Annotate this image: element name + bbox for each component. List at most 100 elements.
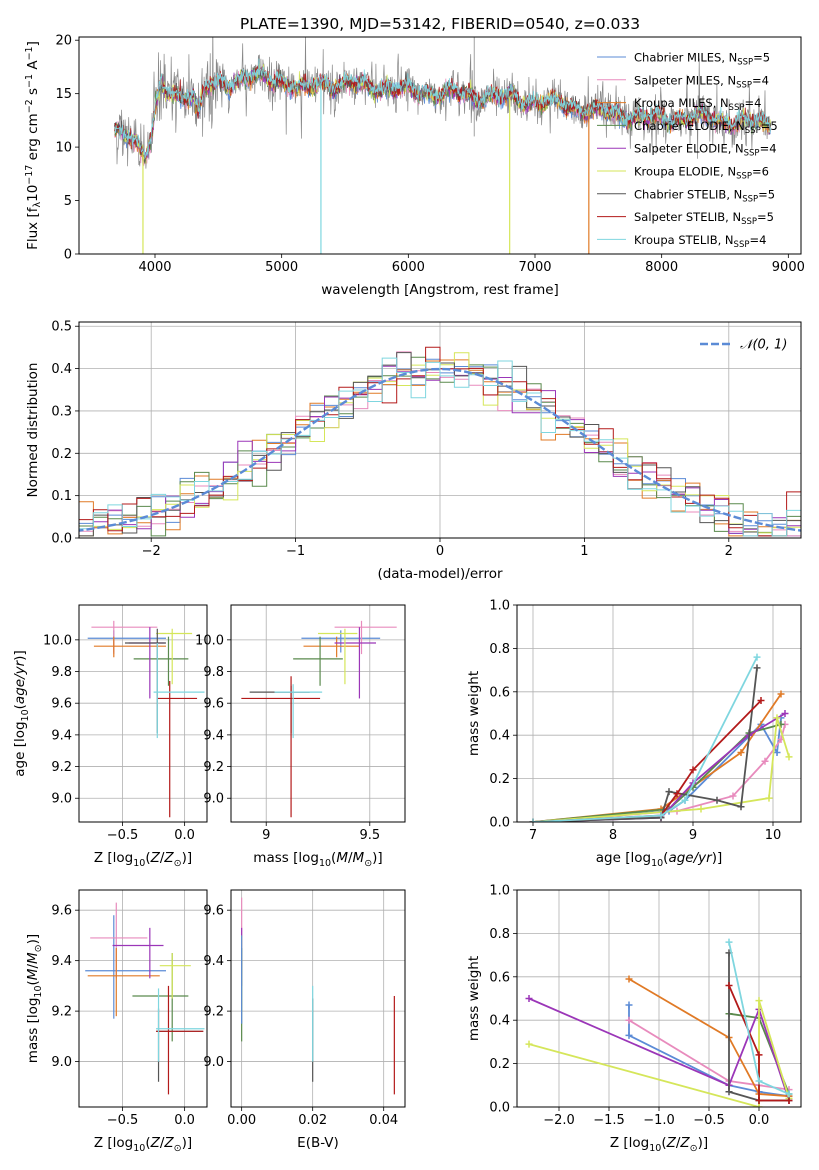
label-part: −1 [24,46,35,60]
x-axis-label: age [log10(age/yr)] [596,850,722,869]
y-tick-label: 10.0 [195,633,224,648]
label-part: ⊙ [364,858,372,869]
label-part: s [25,88,41,99]
label-part: Kroupa ELODIE, N [634,165,736,179]
label-part: )] [25,934,41,945]
y-tick-label: 9.4 [203,728,224,743]
label-part: 10 [133,1143,145,1154]
label-part: Flux [f [25,206,41,250]
weight-point-marker [725,1088,733,1096]
label-part: −2 [24,99,35,113]
label-part: 10 [651,858,663,869]
label-part: =4 [752,73,769,87]
label-part: ( [145,850,150,866]
label-part: Kroupa MILES, N [634,96,729,110]
x-tick-label: 0.02 [298,1113,327,1128]
y-tick-label: 9.6 [51,697,72,712]
label-part: ( [12,704,28,709]
label-part: SSP [734,240,750,250]
x-tick-label: 0.00 [227,1113,256,1128]
weight-point-marker [625,1001,633,1009]
label-part: )] [372,850,383,866]
label-part: )] [12,650,28,661]
y-tick-label: 9.2 [203,760,224,775]
y-tick-label: 1.0 [489,884,510,899]
weight-point-marker [781,710,789,717]
label-part: )] [182,850,193,866]
weight-point-marker [697,805,705,813]
label-part: SSP [741,217,757,227]
label-part: M [25,968,41,980]
y-tick-label: 0.4 [489,1014,510,1029]
label-part: SSP [742,194,758,204]
legend-label: Kroupa STELIB, NSSP=4 [634,233,766,250]
label-part: mass [log [253,850,319,866]
plot-area [241,620,397,818]
x-tick-label: 0.0 [749,1113,770,1128]
x-tick-label: 0.04 [369,1113,398,1128]
x-axis-label: Z [log10(Z/Z⊙)] [94,850,192,869]
weight-series-line [528,997,790,1101]
x-axis-label: mass [log10(M/M⊙)] [253,850,382,869]
weight-point-marker [755,1077,763,1085]
label-part: Salpeter MILES, N [634,73,736,87]
y-tick-label: 0.2 [489,1057,510,1072]
weight-series-line [532,667,758,822]
label-part: =4 [749,233,766,247]
y-axis-label: mass weight [466,956,482,1041]
weight-point-marker [665,788,673,796]
y-tick-label: 0.0 [51,532,72,547]
legend-label: Kroupa MILES, NSSP=4 [634,96,761,113]
weight-point-marker [713,796,721,804]
y-tick-label: 9.2 [51,1005,72,1020]
y-tick-label: 9.0 [51,1055,72,1070]
label-part: age [log [596,850,651,866]
label-part: Z [163,1135,174,1151]
label-part: )] [182,1135,193,1151]
y-tick-label: 0.5 [51,320,72,335]
y-tick-label: 0.3 [51,404,72,419]
weight-point-marker [753,664,761,672]
x-tick-label: −1 [286,544,305,559]
y-tick-label: 9.6 [51,904,72,919]
legend-label: Chabrier MILES, NSSP=5 [634,51,770,68]
axes-frame [78,889,208,1108]
x-tick-label: 0.0 [174,1113,195,1128]
x-axis-label: E(B-V) [297,1135,339,1151]
weight-point-marker [737,749,745,757]
label-part: ⊙ [174,1143,182,1154]
x-tick-label: 9 [262,828,270,843]
legend-label: 𝒩(0, 1) [740,338,787,353]
y-tick-label: 9.8 [203,665,224,680]
y-tick-label: 9.6 [203,697,224,712]
label-part: 10 [33,985,44,997]
legend-label: Salpeter STELIB, NSSP=5 [634,210,774,227]
weight-point-marker [529,818,537,822]
label-part: M [336,850,348,866]
x-tick-label: −0.5 [693,1113,725,1128]
legend-label: Salpeter ELODIE, NSSP=4 [634,142,777,159]
label-part: SSP [737,58,753,68]
y-tick-label: 0.4 [489,729,510,744]
label-part: −1 [24,74,35,88]
weight-point-marker [625,1031,633,1039]
weight-point-marker [525,995,533,1002]
label-part: / [160,1135,165,1151]
label-part: / [676,1135,681,1151]
y-tick-label: 0.0 [489,1101,510,1116]
label-part: / [348,850,353,866]
y-tick-label: 9.2 [51,760,72,775]
y-tick-label: 9.8 [51,665,72,680]
y-tick-label: 1.0 [489,599,510,614]
x-tick-label: −2.0 [543,1113,575,1128]
label-part: =4 [760,142,777,156]
axes-frame [230,604,406,823]
label-part: age/yr [12,659,28,704]
weight-point-marker [765,794,773,802]
panel-mass-vs-Z: −0.5 0.09.09.29.49.6Z [log10(Z/Z⊙)]mass [… [25,889,208,1154]
label-part: =5 [757,210,774,224]
weight-point-marker [755,1096,763,1104]
label-part: SSP [745,126,761,136]
